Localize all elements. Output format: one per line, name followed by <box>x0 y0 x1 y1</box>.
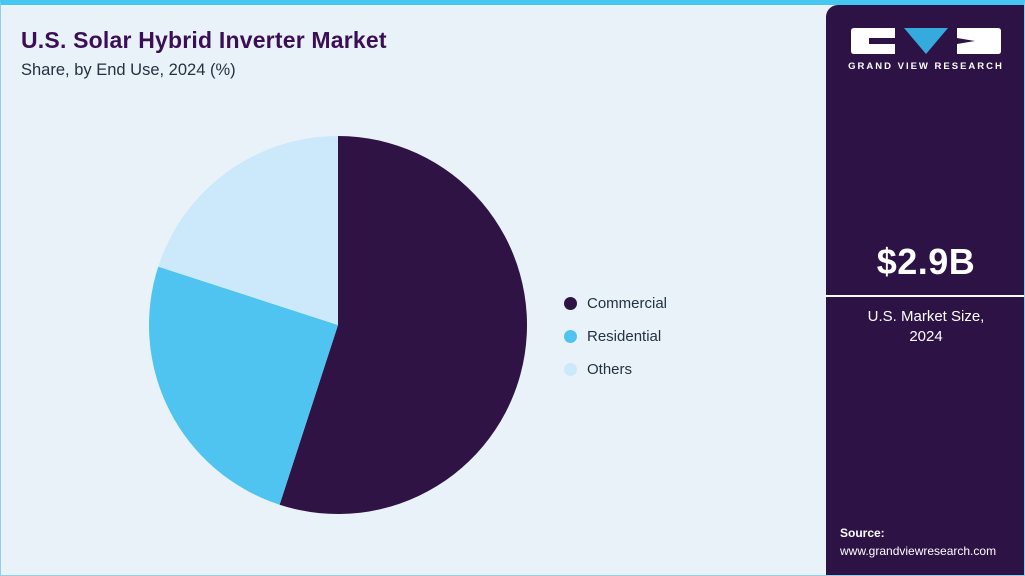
legend-swatch-residential <box>564 330 577 343</box>
legend-label-commercial: Commercial <box>587 295 668 312</box>
gvr-logo-icon <box>851 28 1001 54</box>
legend-swatch-commercial <box>564 297 577 310</box>
pie-slice-residential <box>149 266 338 505</box>
market-size-label: U.S. Market Size, 2024 <box>867 308 985 346</box>
market-size-block: $2.9B U.S. Market Size, 2024 <box>826 241 1024 348</box>
legend-label-residential: Residential <box>587 328 662 345</box>
source-url-link[interactable]: www.grandviewresearch.com <box>840 543 997 558</box>
gvr-logo: GRAND VIEW RESEARCH <box>826 27 1024 72</box>
legend-item-commercial: Commercial <box>564 287 667 320</box>
legend-item-residential: Residential <box>564 320 667 353</box>
pie-chart-container <box>149 136 527 514</box>
legend-item-others: Others <box>564 353 667 386</box>
source-label: Source: <box>840 526 885 541</box>
pie-slice-commercial <box>279 136 527 514</box>
sidebar: GRAND VIEW RESEARCH $2.9B U.S. Market Si… <box>826 5 1024 575</box>
page-title: U.S. Solar Hybrid Inverter Market <box>21 27 387 53</box>
source-block: Source: www.grandviewresearch.com <box>840 525 996 560</box>
legend-swatch-others <box>564 363 577 376</box>
chart-area: U.S. Solar Hybrid Inverter Market Share,… <box>1 5 826 575</box>
legend: Commercial Residential Others <box>564 287 667 386</box>
pie-chart <box>149 136 527 514</box>
market-size-value: $2.9B <box>826 241 1024 297</box>
legend-label-others: Others <box>587 361 633 378</box>
page-subtitle: Share, by End Use, 2024 (%) <box>21 61 236 79</box>
brand-name: GRAND VIEW RESEARCH <box>848 61 1004 72</box>
pie-slice-others <box>158 136 338 325</box>
